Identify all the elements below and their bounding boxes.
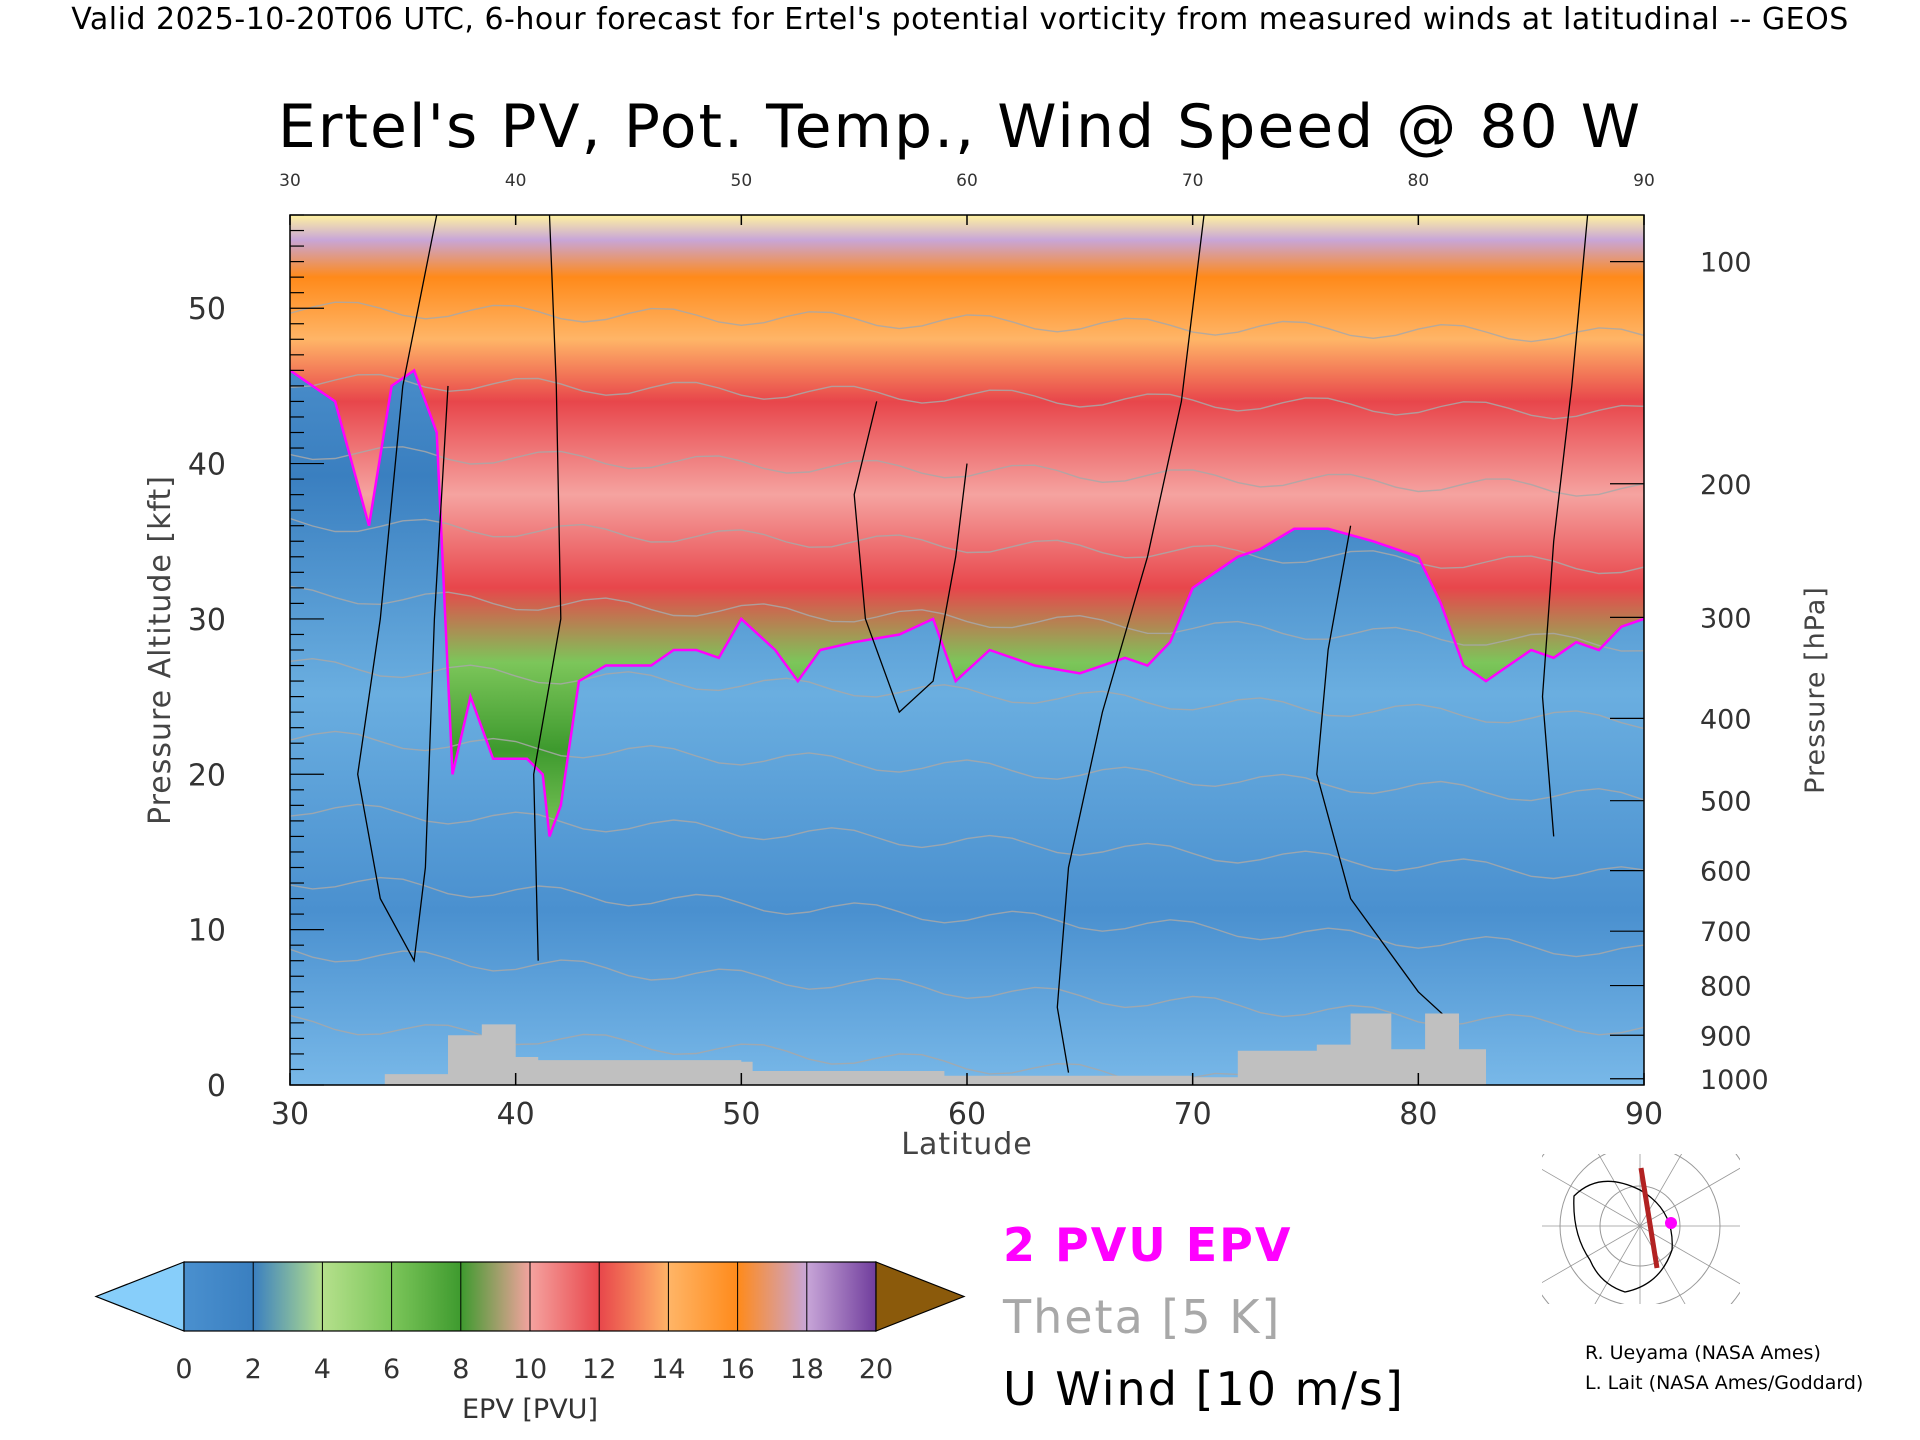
pressure-tick-label: 300 bbox=[1700, 603, 1752, 634]
wind-contour bbox=[1056, 215, 1205, 1073]
pressure-tick-label: 900 bbox=[1700, 1021, 1752, 1052]
y-tick-label: 0 bbox=[207, 1069, 226, 1104]
pressure-tick-label: 500 bbox=[1700, 787, 1752, 818]
inset-map-meridian bbox=[1542, 1168, 1641, 1227]
colorbar-segment bbox=[806, 1262, 877, 1331]
colorbar-tick-label: 14 bbox=[651, 1354, 685, 1385]
inset-map-section-line bbox=[1638, 1167, 1660, 1269]
pressure-tick-label: 1000 bbox=[1700, 1065, 1769, 1096]
colorbar-tick-label: 16 bbox=[720, 1354, 754, 1385]
terrain-mask bbox=[290, 1013, 1644, 1085]
x-top-tick-label: 90 bbox=[1633, 171, 1655, 191]
x-top-tick-label: 70 bbox=[1182, 171, 1204, 191]
wind-contour bbox=[533, 215, 562, 961]
pressure-tick-label: 200 bbox=[1700, 470, 1752, 501]
x-tick-label: 90 bbox=[1625, 1097, 1663, 1132]
colorbar-over-arrow bbox=[875, 1261, 966, 1332]
colorbar-tick-label: 20 bbox=[859, 1354, 893, 1385]
inset-map-meridian bbox=[1597, 1154, 1641, 1227]
colorbar-tick-label: 10 bbox=[513, 1354, 547, 1385]
pressure-tick-label: 700 bbox=[1700, 917, 1752, 948]
pv-contour-legend: 2 PVU EPV bbox=[1003, 1218, 1293, 1272]
colorbar-segment bbox=[668, 1262, 739, 1331]
inset-map-meridian bbox=[1639, 1225, 1686, 1304]
y-tick-label: 30 bbox=[188, 603, 226, 638]
x-top-tick-label: 60 bbox=[956, 171, 978, 191]
x-tick-label: 40 bbox=[497, 1097, 535, 1132]
theta-contour bbox=[290, 657, 1644, 730]
pv-2pvu-contour bbox=[290, 368, 1644, 837]
y-axis-label: Pressure Altitude [kft] bbox=[143, 475, 178, 825]
theta-contour bbox=[290, 876, 1644, 958]
x-tick-label: 60 bbox=[948, 1097, 986, 1132]
pressure-tick-label: 600 bbox=[1700, 857, 1752, 888]
colorbar-tick-label: 12 bbox=[582, 1354, 616, 1385]
wind-contour bbox=[357, 215, 449, 963]
theta-contour bbox=[290, 517, 1644, 575]
colorbar-segment bbox=[253, 1262, 323, 1331]
colorbar-segment bbox=[322, 1262, 393, 1331]
epv-field-upper bbox=[290, 215, 1644, 837]
x-top-tick-label: 80 bbox=[1408, 171, 1430, 191]
pressure-tick-label: 100 bbox=[1700, 248, 1752, 279]
colorbar-tick-label: 2 bbox=[245, 1354, 262, 1385]
theta-contour bbox=[290, 803, 1644, 880]
theta-contour-legend: Theta [5 K] bbox=[1003, 1290, 1282, 1344]
forecast-header: Valid 2025-10-20T06 UTC, 6-hour forecast… bbox=[71, 2, 1849, 37]
colorbar-tick-label: 6 bbox=[383, 1354, 400, 1385]
pressure-tick-label: 800 bbox=[1700, 972, 1752, 1003]
x-axis-label: Latitude bbox=[901, 1127, 1032, 1162]
wind-contour bbox=[1541, 215, 1589, 837]
chart-title: Ertel's PV, Pot. Temp., Wind Speed @ 80 … bbox=[277, 92, 1643, 162]
inset-map-meridian bbox=[1639, 1167, 1740, 1227]
colorbar-segment bbox=[599, 1262, 669, 1331]
x-tick-label: 30 bbox=[271, 1097, 309, 1132]
x-top-tick-label: 40 bbox=[505, 171, 527, 191]
y-tick-label: 20 bbox=[188, 758, 226, 793]
inset-map-marker bbox=[1665, 1217, 1677, 1229]
x-tick-label: 50 bbox=[722, 1097, 760, 1132]
y-tick-label: 40 bbox=[188, 448, 226, 483]
colorbar-segment bbox=[737, 1262, 808, 1331]
inset-map-meridian bbox=[1639, 1225, 1740, 1285]
credit-line: R. Ueyama (NASA Ames) bbox=[1585, 1342, 1821, 1364]
colorbar-segment bbox=[530, 1262, 600, 1331]
inset-map-globe bbox=[1542, 1154, 1740, 1304]
theta-contour bbox=[290, 446, 1644, 497]
pressure-tick-label: 400 bbox=[1700, 704, 1752, 735]
theta-contour bbox=[290, 373, 1644, 420]
theta-contour bbox=[290, 730, 1644, 802]
inset-map-meridian bbox=[1594, 1225, 1641, 1304]
colorbar-tick-label: 0 bbox=[175, 1354, 192, 1385]
colorbar-tick-label: 4 bbox=[314, 1354, 331, 1385]
y-tick-label: 50 bbox=[188, 292, 226, 327]
colorbar-segment bbox=[184, 1262, 254, 1331]
colorbar-tick-label: 18 bbox=[790, 1354, 824, 1385]
wind-contour bbox=[853, 401, 968, 714]
x-tick-label: 70 bbox=[1174, 1097, 1212, 1132]
colorbar-segment bbox=[460, 1262, 531, 1331]
credit-line: L. Lait (NASA Ames/Goddard) bbox=[1585, 1372, 1864, 1394]
wind-contour-legend: U Wind [10 m/s] bbox=[1003, 1362, 1405, 1416]
x-top-tick-label: 50 bbox=[731, 171, 753, 191]
colorbar-under-arrow bbox=[94, 1261, 185, 1332]
theta-contour bbox=[290, 948, 1644, 1036]
pressure-axis-label: Pressure [hPa] bbox=[1800, 586, 1831, 794]
wind-contour bbox=[1316, 525, 1453, 1024]
theta-contour bbox=[290, 585, 1644, 652]
theta-contour bbox=[290, 301, 1644, 343]
colorbar-segment bbox=[391, 1262, 462, 1331]
colorbar-label: EPV [PVU] bbox=[462, 1394, 598, 1425]
y-tick-label: 10 bbox=[188, 914, 226, 949]
inset-map-coastline bbox=[1573, 1180, 1673, 1293]
colorbar-tick-label: 8 bbox=[452, 1354, 469, 1385]
x-tick-label: 80 bbox=[1399, 1097, 1437, 1132]
x-top-tick-label: 30 bbox=[279, 171, 301, 191]
